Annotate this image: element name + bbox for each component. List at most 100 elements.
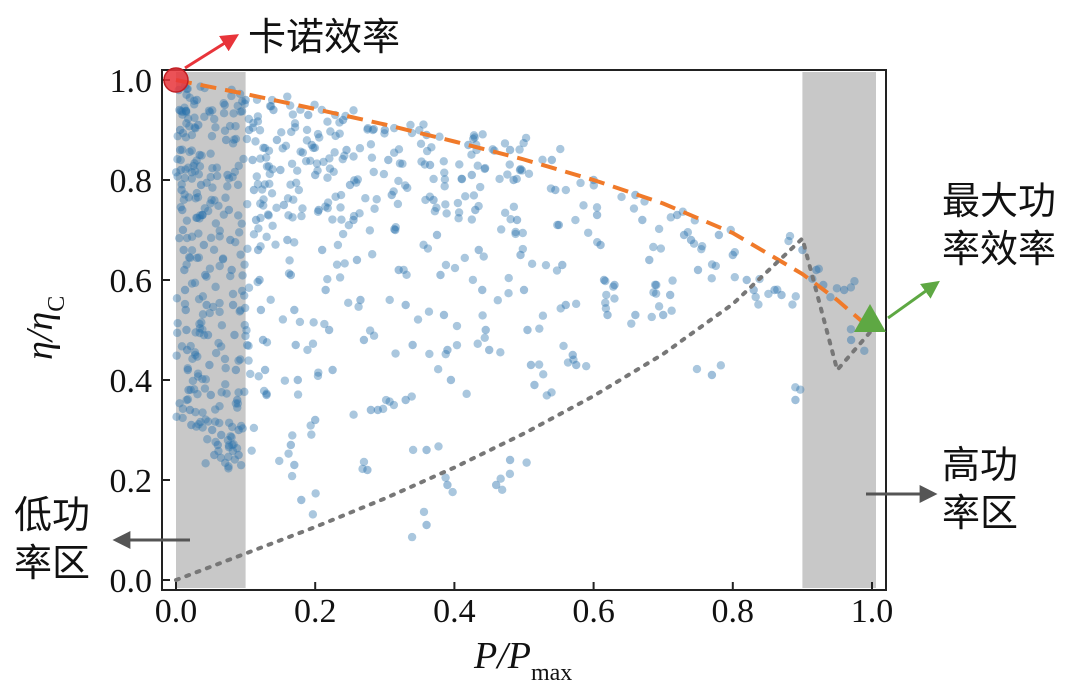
scatter-point [206,149,215,158]
scatter-point [214,201,223,211]
scatter-point [200,384,210,393]
scatter-point [215,298,224,308]
scatter-point [187,174,197,183]
scatter-point [542,391,552,400]
scatter-point [512,174,521,184]
scatter-point [234,450,243,460]
scatter-point [244,341,253,351]
scatter-point [333,240,343,250]
scatter-point [425,349,434,359]
scatter-point [317,245,327,255]
scatter-point [207,195,216,205]
scatter-point [192,95,202,105]
scatter-point [233,399,243,408]
scatter-point [539,370,548,379]
scatter-point [233,395,242,405]
scatter-point [303,345,312,355]
scatter-point [399,265,408,275]
scatter-point [373,405,383,415]
scatter-point [177,180,186,189]
scatter-point [777,290,786,300]
scatter-point [467,170,476,180]
scatter-point [505,455,515,465]
scatter-point [469,134,478,144]
scatter-point [180,299,190,309]
scatter-point [210,450,219,460]
scatter-point [181,106,191,116]
scatter-point [278,315,288,324]
scatter-point [654,224,664,234]
scatter-point [323,117,332,126]
scatter-point [205,107,215,117]
scatter-point [243,244,252,254]
scatter-point [224,464,233,473]
scatter-point [253,180,263,189]
scatter-point [336,203,345,212]
scatter-point [288,213,297,222]
scatter-point [287,127,296,137]
scatter-point [518,244,528,254]
scatter-point [419,507,429,517]
scatter-point [500,208,510,218]
scatter-point [470,133,479,142]
scatter-point [194,294,204,304]
scatter-point [538,311,548,320]
scatter-point [196,417,205,427]
scatter-point [181,305,190,315]
scatter-point [240,99,249,108]
scatter-point [452,321,462,331]
scatter-point [188,354,197,364]
scatter-point [234,211,243,220]
scatter-point [192,156,201,165]
scatter-point [279,200,289,210]
scatter-point [711,261,720,271]
scatter-point [187,146,196,155]
scatter-point [515,145,524,154]
scatter-point [457,174,466,184]
scatter-point [190,167,200,176]
scatter-point [474,201,483,211]
scatter-point [313,371,323,381]
scatter-point [349,215,358,225]
scatter-point [180,265,189,275]
scatter-point [194,229,203,238]
scatter-point [440,168,449,177]
scatter-point [182,260,191,269]
scatter-point [186,341,195,351]
scatter-point [552,266,562,275]
scatter-point [212,163,222,172]
scatter-point [313,207,323,216]
scatter-point [220,458,230,468]
scatter-point [234,161,243,170]
scatter-point [186,385,195,394]
scatter-point [385,295,394,305]
scatter-point [238,97,247,106]
scatter-point [365,226,375,235]
scatter-point [231,121,240,131]
scatter-point [603,310,612,320]
scatter-point [366,140,376,149]
scatter-point [714,230,724,240]
scatter-point [441,473,450,482]
scatter-point [369,331,379,340]
scatter-point [535,324,544,333]
scatter-point [474,245,483,255]
scatter-point [202,272,211,281]
scatter-point [631,310,640,320]
scatter-point [220,126,230,135]
scatter-point [253,245,263,255]
scatter-point [679,230,689,240]
scatter-point [228,446,238,456]
scatter-point [384,155,393,165]
scatter-point [266,102,276,111]
scatter-point [198,408,207,417]
scatter-point [185,122,194,131]
scatter-point [190,278,200,288]
scatter-point [666,213,676,222]
scatter-point [389,400,399,410]
scatter-point [395,159,405,168]
scatter-point [313,129,323,139]
scatter-point [457,174,467,184]
scatter-point [234,356,243,365]
scatter-point [198,310,208,319]
